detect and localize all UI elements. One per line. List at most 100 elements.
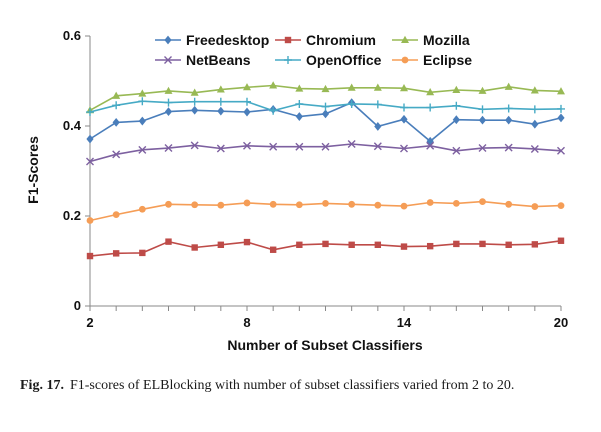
legend-label-openoffice: OpenOffice xyxy=(306,52,382,68)
legend-item-openoffice: OpenOffice xyxy=(275,52,382,68)
data-point-eclipse xyxy=(322,200,329,207)
data-point-netbeans xyxy=(164,144,173,153)
data-point-mozilla xyxy=(243,83,251,91)
data-point-freedesktop xyxy=(138,116,146,126)
legend-item-netbeans: NetBeans xyxy=(155,52,251,68)
data-point-chromium xyxy=(296,241,303,248)
legend-label-mozilla: Mozilla xyxy=(423,32,470,48)
data-point-openoffice xyxy=(112,101,121,110)
data-point-mozilla xyxy=(321,84,330,93)
data-point-chromium xyxy=(269,246,277,253)
data-point-mozilla xyxy=(557,87,565,95)
data-point-freedesktop xyxy=(321,109,330,119)
legend-marker-freedesktop xyxy=(164,35,172,45)
data-point-freedesktop xyxy=(164,107,173,116)
data-point-freedesktop xyxy=(112,118,120,127)
x-tick-label: 8 xyxy=(243,315,250,330)
data-point-openoffice xyxy=(400,103,408,112)
data-point-chromium xyxy=(86,252,94,260)
legend-marker-mozilla xyxy=(401,35,409,43)
y-tick-label: 0.4 xyxy=(63,118,82,133)
data-point-freedesktop xyxy=(191,105,199,115)
data-point-eclipse xyxy=(86,217,94,224)
x-tick-label: 14 xyxy=(397,315,412,330)
data-point-mozilla xyxy=(138,89,147,97)
data-point-chromium xyxy=(322,240,329,248)
data-point-chromium xyxy=(112,250,120,257)
data-point-openoffice xyxy=(426,103,435,112)
data-point-mozilla xyxy=(295,84,304,92)
x-axis-title: Number of Subset Classifiers xyxy=(227,337,422,353)
data-point-mozilla xyxy=(504,82,513,90)
legend: Freedesktop Chromium Mozilla NetBeans OpenOf… xyxy=(155,32,472,68)
data-point-eclipse xyxy=(112,211,120,219)
data-point-openoffice xyxy=(164,98,173,107)
data-point-netbeans xyxy=(269,142,278,151)
data-point-mozilla xyxy=(190,88,199,96)
data-point-eclipse xyxy=(348,200,356,208)
data-point-eclipse xyxy=(400,202,408,210)
data-point-freedesktop xyxy=(374,122,382,131)
data-point-chromium xyxy=(217,241,225,248)
data-point-eclipse xyxy=(374,201,382,209)
data-point-eclipse xyxy=(426,199,434,206)
data-point-netbeans xyxy=(557,146,565,155)
data-point-chromium xyxy=(479,240,486,248)
data-point-netbeans xyxy=(504,143,513,152)
legend-marker-openoffice xyxy=(284,56,292,64)
figure-caption: Fig. 17. F1-scores of ELBlocking with num… xyxy=(20,376,590,395)
data-point-openoffice xyxy=(243,97,251,106)
data-point-netbeans xyxy=(400,144,408,153)
data-point-netbeans xyxy=(243,141,251,150)
data-point-eclipse xyxy=(138,205,146,213)
data-point-netbeans xyxy=(138,145,147,154)
data-point-mozilla xyxy=(373,83,382,91)
data-point-eclipse xyxy=(531,203,539,210)
legend-item-freedesktop: Freedesktop xyxy=(155,32,269,48)
data-point-netbeans xyxy=(426,141,435,150)
data-point-openoffice xyxy=(504,104,513,113)
data-point-freedesktop xyxy=(400,114,408,124)
data-point-eclipse xyxy=(295,201,303,209)
data-point-netbeans xyxy=(452,146,461,155)
data-point-mozilla xyxy=(269,81,278,89)
series-chromium xyxy=(86,237,565,260)
data-point-freedesktop xyxy=(531,119,539,129)
caption-text: F1-scores of ELBlocking with number of s… xyxy=(69,378,515,393)
data-point-openoffice xyxy=(557,104,565,113)
data-point-chromium xyxy=(426,242,434,250)
y-tick-label: 0.2 xyxy=(63,208,81,223)
figure-label: Fig. 17. xyxy=(20,378,64,393)
legend-item-eclipse: Eclipse xyxy=(392,52,472,68)
data-point-netbeans xyxy=(112,150,121,159)
data-point-freedesktop xyxy=(217,106,225,116)
y-tick-label: 0 xyxy=(74,298,81,313)
line-chart: 0 0.2 0.4 0.6 2 8 14 20 Freedesktop Chromium Mozi… xyxy=(25,28,568,353)
data-point-freedesktop xyxy=(243,107,251,117)
data-point-openoffice xyxy=(216,97,225,106)
data-point-netbeans xyxy=(373,142,382,151)
data-point-freedesktop xyxy=(478,115,487,125)
series-freedesktop xyxy=(86,98,565,146)
data-point-eclipse xyxy=(479,198,486,206)
data-point-mozilla xyxy=(112,91,121,99)
data-point-mozilla xyxy=(452,85,461,93)
data-point-openoffice xyxy=(452,101,461,110)
data-point-eclipse xyxy=(452,200,460,207)
data-point-openoffice xyxy=(373,100,382,109)
data-point-openoffice xyxy=(321,102,330,111)
data-point-eclipse xyxy=(505,200,513,208)
legend-marker-eclipse xyxy=(401,56,409,64)
data-point-chromium xyxy=(348,241,355,248)
series-openoffice xyxy=(86,97,565,117)
data-point-freedesktop xyxy=(295,112,303,121)
data-point-openoffice xyxy=(269,106,278,115)
data-point-chromium xyxy=(505,241,512,248)
legend-label-netbeans: NetBeans xyxy=(186,52,251,68)
data-point-chromium xyxy=(400,243,408,250)
data-point-eclipse xyxy=(191,201,199,209)
y-tick-label: 0.6 xyxy=(63,28,81,43)
data-point-openoffice xyxy=(295,99,304,108)
data-point-eclipse xyxy=(269,200,277,208)
legend-label-eclipse: Eclipse xyxy=(423,52,472,68)
